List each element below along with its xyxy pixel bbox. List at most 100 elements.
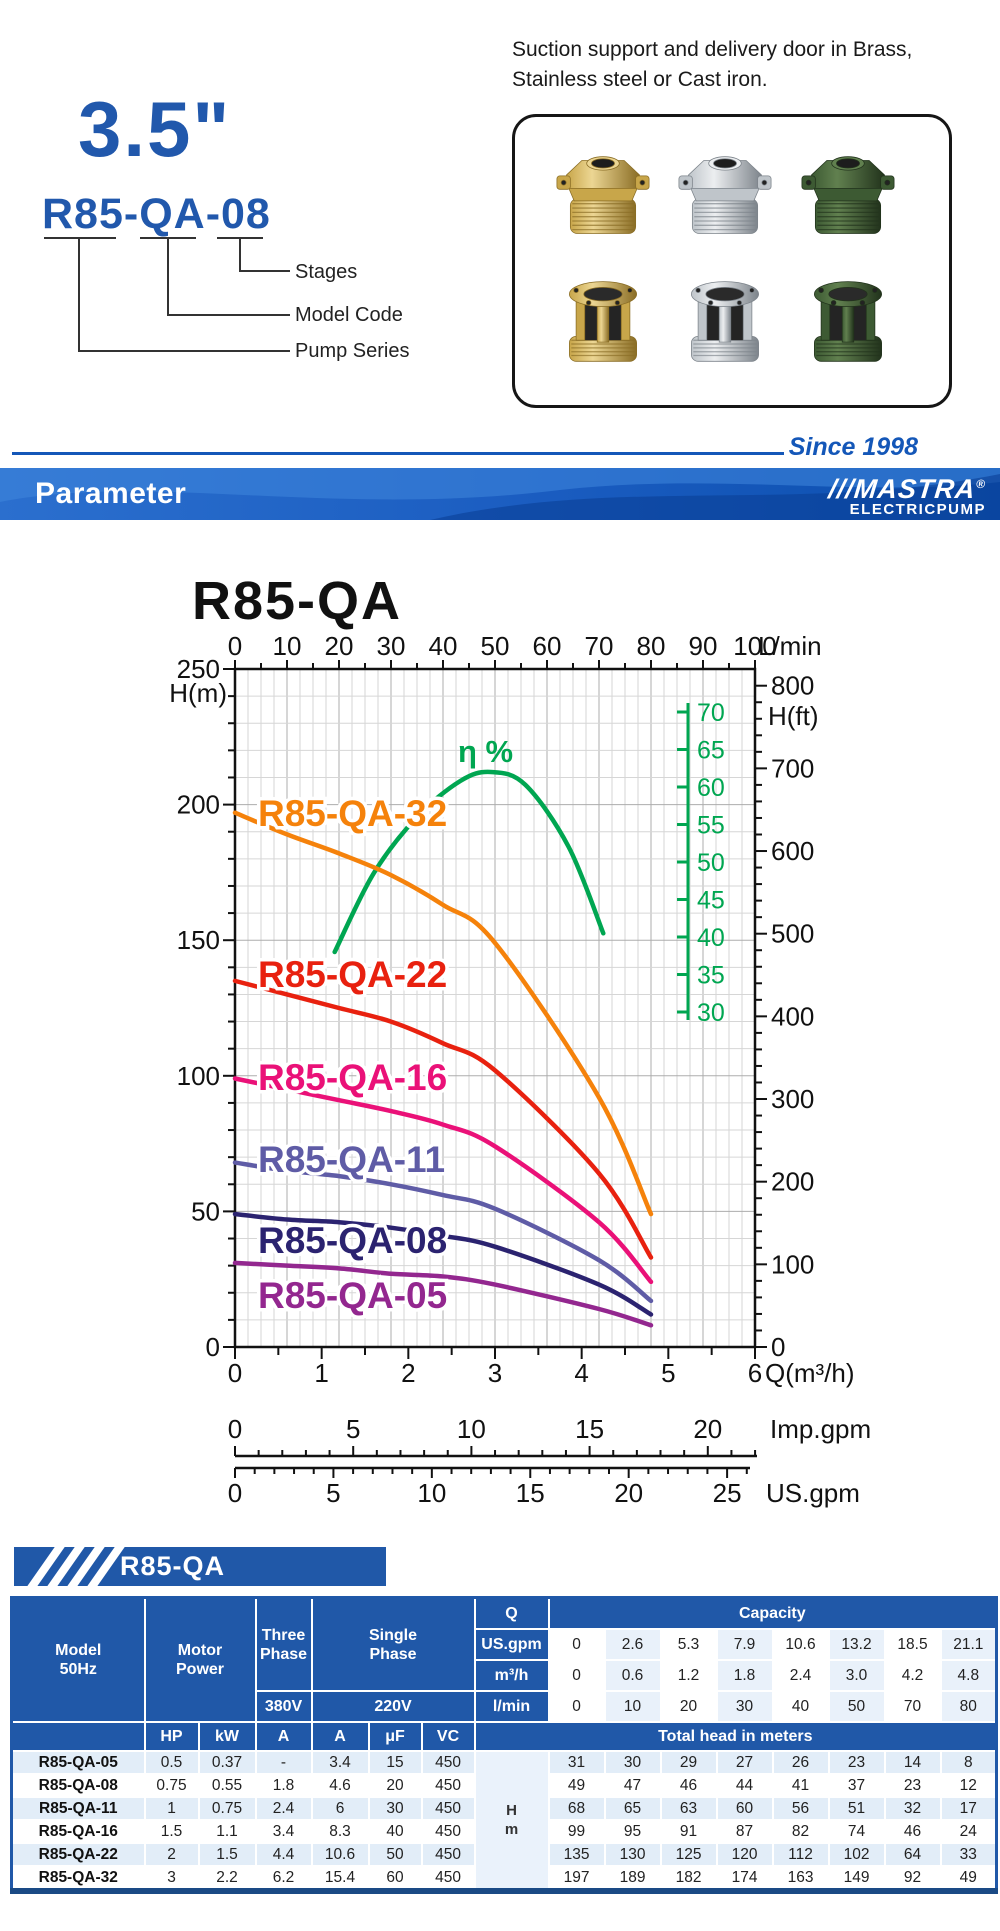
cell-head-m: 68 (547, 1796, 606, 1821)
capacity-us-gpm-value: 10.6 (771, 1628, 830, 1661)
divider-line (12, 452, 784, 455)
cell-a-380v: 2.4 (254, 1796, 313, 1821)
cell-vc: 450 (420, 1750, 476, 1775)
cell-head-m: 47 (603, 1773, 662, 1798)
svg-text:60: 60 (533, 631, 562, 661)
header-motor-power: Motor Power (143, 1596, 257, 1723)
cell-head-m: 102 (827, 1842, 886, 1867)
cell-uf: 50 (367, 1842, 423, 1867)
svg-text:US.gpm: US.gpm (766, 1478, 860, 1508)
cell-uf: 60 (367, 1865, 423, 1892)
svg-text:70: 70 (697, 699, 725, 727)
svg-text:30: 30 (377, 631, 406, 661)
part-image-stainless-steel-delivery-cap (678, 156, 772, 234)
svg-text:0: 0 (228, 1478, 242, 1508)
svg-text:Imp.gpm: Imp.gpm (770, 1414, 871, 1444)
efficiency-scale: 70 65 60 55 50 45 40 35 30 (677, 699, 725, 1027)
cell-vc: 450 (420, 1842, 476, 1867)
cell-head-m: 82 (771, 1819, 830, 1844)
curve-R85-QA-05 (232, 1260, 654, 1328)
svg-text:80: 80 (637, 631, 666, 661)
svg-text:55: 55 (697, 812, 725, 840)
cell-head-m: 29 (659, 1750, 718, 1775)
since-1998-label: Since 1998 (788, 433, 918, 461)
svg-text:15: 15 (575, 1414, 604, 1444)
cell-head-m: 23 (827, 1750, 886, 1775)
svg-text:2: 2 (401, 1358, 415, 1388)
cell-head-m: 31 (547, 1750, 606, 1775)
svg-text:0: 0 (206, 1332, 220, 1362)
svg-text:500: 500 (771, 919, 814, 949)
svg-text:600: 600 (771, 836, 814, 866)
capacity-m3h-value: 4.8 (939, 1659, 998, 1692)
cell-head-m: 41 (771, 1773, 830, 1798)
svg-text:0: 0 (228, 1414, 242, 1444)
cell-a-220v: 10.6 (310, 1842, 370, 1867)
svg-text:20: 20 (614, 1478, 643, 1508)
curve-label-R85-QA-22: R85-QA-22 (258, 954, 447, 995)
header-us-gpm: US.gpm (473, 1628, 550, 1661)
svg-text:H(m): H(m) (169, 678, 227, 708)
cell-head-m: 49 (939, 1865, 998, 1892)
svg-text:50: 50 (191, 1196, 220, 1226)
header-m3h: m³/h (473, 1659, 550, 1692)
svg-text:40: 40 (697, 924, 725, 952)
cell-head-m: 37 (827, 1773, 886, 1798)
cell-uf: 40 (367, 1819, 423, 1844)
svg-text:45: 45 (697, 887, 725, 915)
pump-curves-chart: 0 10 20 30 40 50 60 70 80 90 100L/min0501001502002… (169, 631, 871, 1508)
capacity-us-gpm-value: 13.2 (827, 1628, 886, 1661)
cell-head-m: 64 (883, 1842, 942, 1867)
cell-head-m: 87 (715, 1819, 774, 1844)
capacity-us-gpm-value: 21.1 (939, 1628, 998, 1661)
svg-text:20: 20 (693, 1414, 722, 1444)
cell-a-380v: 4.4 (254, 1842, 313, 1867)
cell-head-m: 163 (771, 1865, 830, 1892)
cell-a-220v: 15.4 (310, 1865, 370, 1892)
cell-head-m: 92 (883, 1865, 942, 1892)
cell-head-m: 197 (547, 1865, 606, 1892)
cell-uf: 30 (367, 1796, 423, 1821)
svg-text:6: 6 (748, 1358, 762, 1388)
pump-size-label: 3.5" (78, 85, 232, 173)
svg-text:20: 20 (325, 631, 354, 661)
cell-head-m: 125 (659, 1842, 718, 1867)
cell-kw: 0.37 (197, 1750, 257, 1775)
cell-hp: 0.5 (143, 1750, 200, 1775)
cell-head-m: 17 (939, 1796, 998, 1821)
part-image-cast-iron-suction-bracket (814, 281, 882, 362)
cell-a-220v: 3.4 (310, 1750, 370, 1775)
cell-kw: 1.1 (197, 1819, 257, 1844)
part-image-brass-delivery-cap (556, 156, 650, 234)
part-image-stainless-steel-suction-bracket (691, 281, 759, 362)
cell-head-m: 149 (827, 1865, 886, 1892)
header-sub-a: A (310, 1721, 370, 1752)
cell-vc: 450 (420, 1773, 476, 1798)
table-row-R85-QA-16: R85-QA-16 1.5 1.1 3.4 8.3 40 450 99 95 91 87 82 74 46… (10, 1819, 998, 1844)
header-sub-kw: kW (197, 1721, 257, 1752)
svg-text:100: 100 (177, 1061, 220, 1091)
cell-head-m: 74 (827, 1819, 886, 1844)
svg-text:200: 200 (177, 790, 220, 820)
svg-text:30: 30 (697, 999, 725, 1027)
registered-mark-icon: ® (975, 477, 987, 491)
svg-text:3: 3 (488, 1358, 502, 1388)
svg-text:5: 5 (346, 1414, 360, 1444)
capacity-us-gpm-value: 2.6 (603, 1628, 662, 1661)
cell-head-m: 95 (603, 1819, 662, 1844)
svg-text:50: 50 (481, 631, 510, 661)
svg-text:65: 65 (697, 737, 725, 765)
curve-R85-QA-08 (232, 1211, 654, 1317)
table-banner: R85-QA (14, 1547, 386, 1586)
curve-label-R85-QA-08: R85-QA-08 (258, 1220, 447, 1261)
svg-text:0: 0 (228, 631, 242, 661)
header-lmin: l/min (473, 1690, 550, 1723)
spec-table: Model 50Hz Motor Power Three Phase Single Phase… (10, 1596, 999, 1894)
curve-label-R85-QA-16: R85-QA-16 (258, 1057, 447, 1098)
brand-subtitle: ELECTRICPUMP (849, 501, 986, 518)
cell-hp: 3 (143, 1865, 200, 1892)
